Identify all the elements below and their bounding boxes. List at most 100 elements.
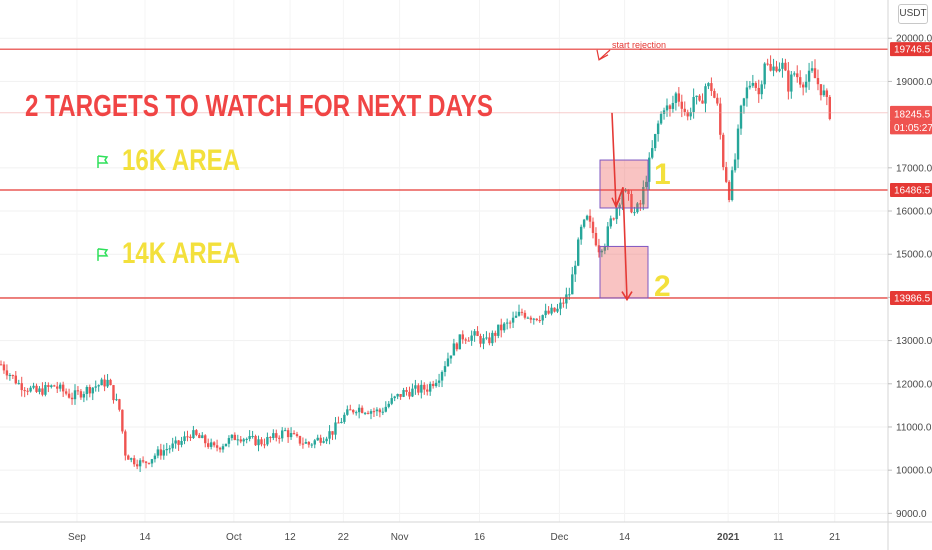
candle-body bbox=[292, 433, 296, 435]
candle-body bbox=[147, 462, 151, 464]
candle-body bbox=[440, 371, 444, 381]
arrow-head bbox=[611, 197, 621, 209]
candle-body bbox=[609, 218, 612, 227]
candle-body bbox=[713, 90, 716, 98]
candle-body bbox=[742, 98, 746, 106]
candle-body bbox=[775, 66, 778, 72]
candle-body bbox=[366, 412, 370, 414]
candle-body bbox=[405, 390, 408, 392]
candle-body bbox=[195, 430, 198, 435]
candle-body bbox=[426, 389, 429, 392]
candle-body bbox=[272, 433, 275, 438]
time-axis[interactable]: Sep 14 Oct 12 22 Nov 16 Dec 14 2021 11 21 bbox=[0, 521, 932, 543]
candle-body bbox=[559, 302, 562, 309]
candle-body bbox=[26, 390, 29, 392]
candle-body bbox=[698, 95, 701, 101]
candle-body bbox=[266, 437, 269, 445]
candle-body bbox=[464, 339, 467, 341]
candle-body bbox=[124, 431, 127, 456]
candle-body bbox=[517, 311, 521, 316]
candle-body bbox=[645, 181, 648, 187]
candle-body bbox=[260, 439, 263, 445]
candle-body bbox=[150, 459, 154, 464]
candle-body bbox=[251, 435, 254, 437]
candle-body bbox=[544, 310, 547, 316]
candle-body bbox=[751, 82, 755, 86]
candle-body bbox=[763, 63, 766, 85]
candle-body bbox=[325, 438, 328, 442]
area-label: 14K AREA bbox=[122, 237, 240, 270]
candle-body bbox=[127, 455, 130, 460]
target-number-label: 1 bbox=[654, 158, 671, 191]
candle-body bbox=[11, 375, 15, 377]
candle-body bbox=[585, 215, 589, 220]
candle-body bbox=[316, 437, 319, 441]
candle-body bbox=[695, 95, 698, 97]
candle-body bbox=[73, 390, 77, 400]
candle-body bbox=[97, 385, 100, 387]
candle-body bbox=[630, 194, 633, 213]
candle-body bbox=[70, 397, 74, 400]
candle-body bbox=[162, 450, 165, 456]
candle-body bbox=[766, 63, 769, 65]
candle-body bbox=[215, 445, 219, 448]
candle-body bbox=[615, 208, 618, 220]
candle-body bbox=[716, 97, 719, 104]
price-tick-label: 15000.0 bbox=[896, 250, 932, 261]
candle-body bbox=[212, 442, 216, 446]
candle-body bbox=[393, 396, 396, 399]
candle-body bbox=[577, 239, 580, 266]
candle-body bbox=[659, 113, 663, 124]
price-axis[interactable]: 20000.019000.017000.016000.015000.014000… bbox=[887, 0, 932, 550]
candle-body bbox=[825, 90, 829, 97]
candle-body bbox=[568, 294, 571, 296]
candle-body bbox=[369, 411, 373, 414]
candle-body bbox=[757, 87, 760, 95]
candle-body bbox=[497, 324, 500, 336]
candle-body bbox=[159, 449, 163, 456]
candle-body bbox=[810, 68, 814, 71]
time-tick-label: 14 bbox=[619, 532, 631, 543]
candle-body bbox=[482, 338, 485, 344]
candle-body bbox=[523, 312, 527, 318]
candle-body bbox=[461, 334, 464, 340]
time-tick-label: 11 bbox=[773, 532, 784, 543]
flag-icon bbox=[97, 155, 109, 168]
candle-body bbox=[816, 78, 820, 85]
candle-body bbox=[748, 85, 752, 88]
candle-body bbox=[275, 433, 278, 438]
area-label: 16K AREA bbox=[122, 144, 240, 177]
candle-body bbox=[600, 250, 604, 253]
candle-body bbox=[505, 322, 509, 324]
candle-body bbox=[346, 409, 349, 415]
candle-body bbox=[760, 84, 763, 95]
candle-body bbox=[514, 315, 518, 318]
arrow-head bbox=[596, 49, 609, 61]
candle-body bbox=[204, 435, 207, 444]
candle-body bbox=[322, 441, 325, 443]
candle-body bbox=[470, 335, 473, 341]
candle-body bbox=[153, 455, 157, 460]
candle-body bbox=[32, 385, 35, 388]
candle-body bbox=[245, 438, 248, 440]
candle-body bbox=[648, 157, 651, 182]
candle-body bbox=[168, 448, 171, 450]
level-price-tag bbox=[890, 290, 932, 305]
candle-body bbox=[420, 384, 423, 393]
currency-selector-button[interactable]: USDT bbox=[898, 4, 928, 24]
projection-arrows bbox=[596, 49, 633, 302]
current-price-tag-label: 01:05:27 bbox=[894, 123, 932, 134]
candle-body bbox=[508, 322, 512, 324]
candle-body bbox=[5, 370, 9, 376]
time-tick-label: 22 bbox=[338, 532, 350, 543]
candle-body bbox=[307, 442, 311, 445]
candle-body bbox=[133, 458, 136, 465]
candle-body bbox=[653, 134, 657, 149]
candle-body bbox=[642, 186, 645, 205]
candle-body bbox=[793, 73, 796, 75]
time-tick-label: 21 bbox=[829, 532, 841, 543]
candle-body bbox=[130, 458, 133, 460]
candle-body bbox=[417, 385, 420, 393]
candle-body bbox=[257, 439, 260, 446]
